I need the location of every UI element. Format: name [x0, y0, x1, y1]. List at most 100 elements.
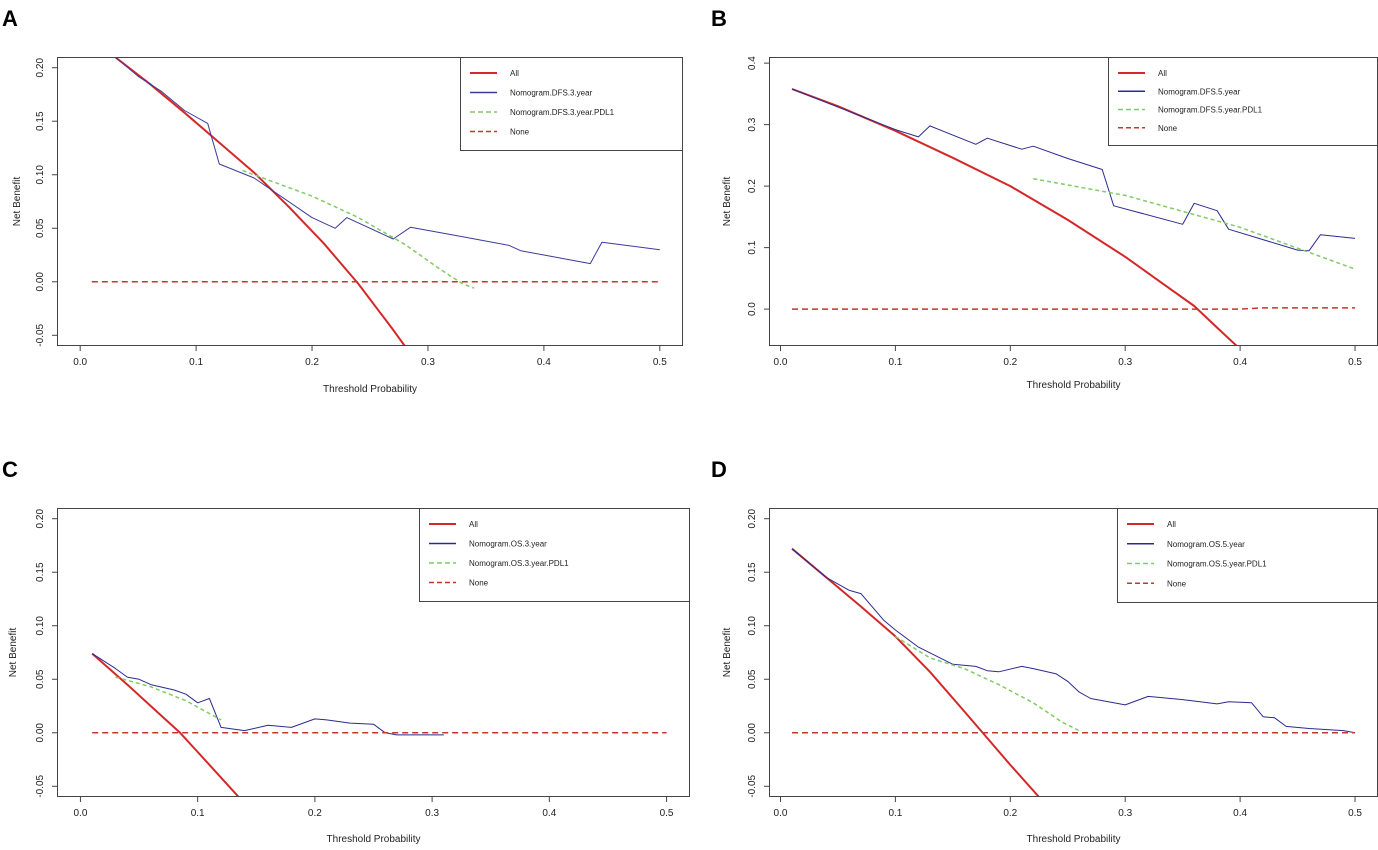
series-line-nomogram-dfs-5-year: [791, 88, 1356, 252]
y-tick-label: 0.00: [35, 723, 46, 743]
y-tick-label: 0.20: [35, 509, 46, 529]
y-axis-label: Net Benefit: [722, 177, 733, 227]
legend-entry-label: None: [1158, 124, 1178, 133]
legend-entry-label: All: [1167, 520, 1176, 529]
y-tick-label: 0.3: [747, 117, 758, 131]
y-tick-label: -0.05: [747, 774, 758, 797]
series-line-all: [791, 547, 1040, 797]
y-tick-label: 0.0: [747, 302, 758, 316]
legend-entry-label: All: [510, 69, 519, 78]
legend: All Nomogram.OS.3.year Nomogram.OS.3.year.…: [419, 508, 690, 602]
x-tick-label: 0.5: [1348, 357, 1362, 368]
y-tick-label: 0.00: [747, 723, 758, 743]
y-tick-label: 0.05: [35, 218, 46, 238]
x-tick-label: 0.5: [660, 808, 674, 819]
legend-entry-label: Nomogram.OS.5.year.PDL1: [1167, 560, 1267, 569]
x-tick-label: 0.0: [73, 808, 87, 819]
x-tick-label: 0.4: [1233, 808, 1247, 819]
x-tick-label: 0.2: [308, 808, 322, 819]
series-line-nomogram-dfs-5-year-pdl1: [1033, 177, 1356, 270]
series-line-none: [792, 307, 1355, 310]
legend-box: [1117, 508, 1378, 603]
legend: All Nomogram.DFS.5.year Nomogram.DFS.5.yea…: [1108, 57, 1378, 146]
x-axis-label: Threshold Probability: [327, 834, 421, 845]
x-tick-label: 0.3: [421, 357, 435, 368]
legend: All Nomogram.DFS.3.year Nomogram.DFS.3.yea…: [460, 57, 683, 151]
x-tick-label: 0.4: [542, 808, 556, 819]
y-tick-label: 0.10: [747, 616, 758, 636]
y-tick-label: 0.15: [35, 562, 46, 582]
y-tick-label: 0.1: [747, 240, 758, 254]
x-tick-label: 0.4: [1233, 357, 1247, 368]
series-group: [791, 88, 1356, 346]
y-axis-label: Net Benefit: [722, 628, 733, 678]
x-tick-label: 0.2: [1003, 808, 1017, 819]
x-tick-label: 0.0: [774, 808, 788, 819]
y-axis-label: Net Benefit: [8, 628, 19, 678]
y-tick-label: -0.05: [35, 323, 46, 346]
y-tick-label: 0.05: [35, 669, 46, 689]
panel-c: C 0.0 0.1 0.2 0.3 0.4 0.5 -0.05 0.00 0.05 0.10 0.15…: [2, 457, 690, 845]
x-tick-label: 0.1: [189, 357, 203, 368]
x-tick-label: 0.1: [191, 808, 205, 819]
y-tick-label: 0.10: [35, 616, 46, 636]
series-line-nomogram-os-5-year-pdl1: [895, 635, 1080, 732]
x-tick-label: 0.3: [425, 808, 439, 819]
panel-letter: D: [711, 457, 727, 482]
x-axis-label: Threshold Probability: [1027, 834, 1121, 845]
plot-frame: [57, 57, 683, 346]
panel-b: B 0.0 0.1 0.2 0.3 0.4 0.5 0.0 0.1 0.2 0.3 0.4 Thresh…: [711, 6, 1378, 391]
legend-box: [1108, 57, 1378, 146]
legend-entry-label: All: [469, 520, 478, 529]
legend-box: [460, 57, 683, 151]
panel-d: D 0.0 0.1 0.2 0.3 0.4 0.5 -0.05 0.00 0.05 0.10 0.15…: [711, 457, 1378, 845]
legend-entry-label: None: [510, 128, 530, 137]
y-tick-label: -0.05: [35, 774, 46, 797]
legend-entry-label: All: [1158, 69, 1167, 78]
x-tick-label: 0.3: [1118, 808, 1132, 819]
x-tick-label: 0.1: [888, 808, 902, 819]
y-tick-label: 0.15: [35, 111, 46, 131]
y-tick-label: 0.00: [35, 272, 46, 292]
panel-letter: B: [711, 6, 727, 31]
x-tick-label: 0.1: [888, 357, 902, 368]
series-group: [91, 652, 667, 797]
legend-entry-label: Nomogram.DFS.3.year.PDL1: [510, 108, 615, 117]
series-group: [91, 57, 660, 346]
legend-entry-label: None: [469, 579, 489, 588]
x-tick-label: 0.3: [1118, 357, 1132, 368]
legend-entry-label: Nomogram.DFS.3.year: [510, 89, 593, 98]
legend-entry-label: Nomogram.OS.3.year.PDL1: [469, 559, 569, 568]
series-line-nomogram-os-3-year-pdl1: [115, 676, 222, 721]
series-line-nomogram-os-3-year: [91, 653, 444, 736]
series-group: [791, 547, 1356, 797]
panel-a: A 0.0 0.1 0.2 0.3 0.4 0.5 -0.05 0.00 0.05 0.10 0.15…: [2, 6, 683, 395]
legend-entry-label: Nomogram.OS.5.year: [1167, 540, 1245, 549]
legend-entry-label: Nomogram.DFS.5.year: [1158, 87, 1241, 96]
y-tick-label: 0.20: [35, 58, 46, 78]
series-line-all: [114, 57, 406, 346]
panel-letter: C: [2, 457, 18, 482]
series-line-nomogram-dfs-3-year: [114, 57, 660, 265]
y-tick-label: 0.05: [747, 669, 758, 689]
x-tick-label: 0.5: [653, 357, 667, 368]
legend-box: [419, 508, 690, 602]
x-tick-label: 0.2: [305, 357, 319, 368]
panel-letter: A: [2, 6, 18, 31]
y-tick-label: 0.10: [35, 165, 46, 185]
legend-entry-label: Nomogram.DFS.5.year.PDL1: [1158, 106, 1263, 115]
legend-entry-label: Nomogram.OS.3.year: [469, 540, 547, 549]
y-tick-label: 0.15: [747, 562, 758, 582]
legend-entry-label: None: [1167, 579, 1187, 588]
series-line-all: [91, 652, 240, 797]
series-line-nomogram-dfs-3-year-pdl1: [242, 169, 475, 289]
x-tick-label: 0.0: [73, 357, 87, 368]
x-axis-label: Threshold Probability: [1027, 380, 1121, 391]
x-tick-label: 0.5: [1348, 808, 1362, 819]
x-tick-label: 0.4: [537, 357, 551, 368]
x-axis-label: Threshold Probability: [323, 384, 417, 395]
x-tick-label: 0.2: [1003, 357, 1017, 368]
y-tick-label: 0.20: [747, 509, 758, 529]
legend: All Nomogram.OS.5.year Nomogram.OS.5.year.…: [1117, 508, 1378, 603]
